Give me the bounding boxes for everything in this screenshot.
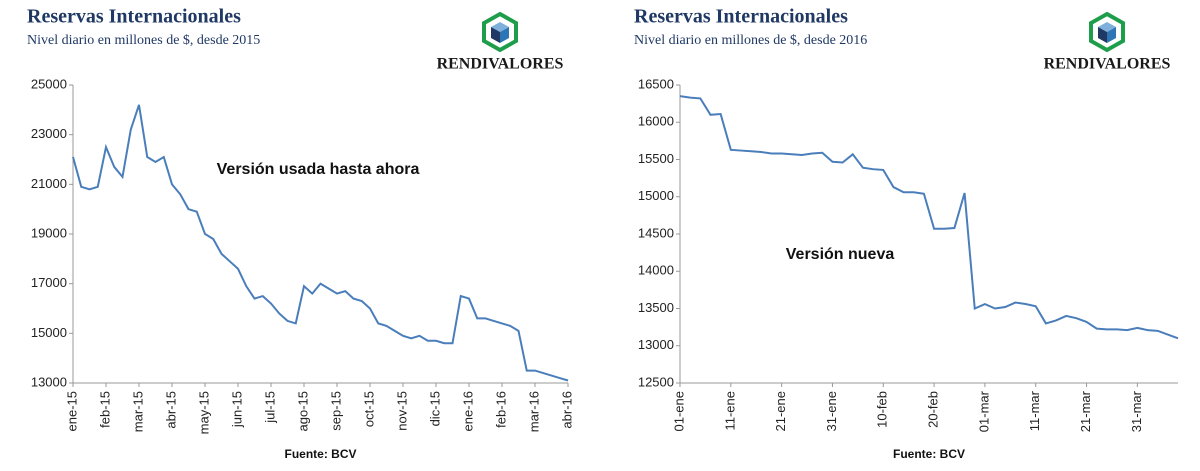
x-tick-label: feb-15: [97, 391, 112, 428]
annotation: Versión nueva: [786, 246, 895, 263]
brand: RENDIVALORES: [1044, 56, 1171, 73]
y-tick-label: 13000: [31, 374, 67, 389]
y-tick-label: 15500: [638, 151, 674, 166]
brand: RENDIVALORES: [437, 56, 564, 73]
logo-hex: [482, 11, 518, 53]
x-tick-label: dic-15: [427, 391, 442, 426]
y-tick-label: 21000: [31, 176, 67, 191]
y-tick-label: 12500: [638, 374, 674, 389]
x-tick-label: 31-ene: [824, 391, 839, 431]
x-tick-label: 10-feb: [875, 391, 890, 428]
x-tick-label: jun-15: [229, 391, 244, 428]
x-tick-label: 21-ene: [773, 391, 788, 431]
x-tick-label: mar-16: [526, 391, 541, 432]
x-tick-label: 11-ene: [722, 391, 737, 431]
x-tick-label: sep-15: [328, 391, 343, 431]
x-tick-label: ago-15: [295, 391, 310, 431]
x-tick-label: 11-mar: [1027, 390, 1042, 431]
y-tick-label: 16000: [638, 114, 674, 129]
source: Fuente: BCV: [285, 447, 357, 461]
data-line: [679, 95, 1179, 340]
y-tick-label: 23000: [31, 126, 67, 141]
x-tick-label: 01-ene: [671, 391, 686, 431]
y-tick-label: 14500: [638, 225, 674, 240]
x-tick-label: 20-feb: [926, 391, 941, 428]
data-line: [72, 104, 569, 382]
logo-hex: [1089, 11, 1125, 53]
chart-title: Reservas Internacionales: [634, 6, 848, 28]
x-tick-label: abr-15: [163, 391, 178, 429]
source: Fuente: BCV: [893, 447, 965, 461]
x-tick-label: 31-mar: [1129, 390, 1144, 432]
annotation: Versión usada hasta ahora: [217, 161, 420, 178]
x-tick-label: abr-16: [559, 391, 574, 429]
x-tick-label: 01-mar: [976, 390, 991, 432]
x-tick-label: jul-15: [262, 391, 277, 424]
y-tick-label: 15000: [638, 188, 674, 203]
y-tick-label: 13000: [638, 337, 674, 352]
logo-left: [1098, 27, 1107, 43]
y-tick-label: 16500: [638, 76, 674, 91]
x-tick-label: may-15: [196, 391, 211, 434]
x-tick-label: nov-15: [394, 391, 409, 431]
y-tick-label: 19000: [31, 225, 67, 240]
chart-title: Reservas Internacionales: [27, 6, 241, 28]
logo-right: [1107, 27, 1116, 43]
y-tick-label: 17000: [31, 275, 67, 290]
y-tick-label: 13500: [638, 300, 674, 315]
x-tick-label: mar-15: [130, 391, 145, 432]
x-tick-label: ene-15: [64, 391, 79, 431]
y-tick-label: 25000: [31, 76, 67, 91]
logo-left: [491, 27, 500, 43]
chart-subtitle: Nivel diario en millones de $, desde 201…: [634, 33, 867, 48]
logo-right: [500, 27, 509, 43]
y-tick-label: 15000: [31, 325, 67, 340]
x-tick-label: ene-16: [460, 391, 475, 431]
x-tick-label: feb-16: [493, 391, 508, 428]
y-tick-label: 14000: [638, 263, 674, 278]
x-tick-label: oct-15: [361, 391, 376, 427]
chart-subtitle: Nivel diario en millones de $, desde 201…: [27, 33, 260, 48]
x-tick-label: 21-mar: [1078, 390, 1093, 432]
